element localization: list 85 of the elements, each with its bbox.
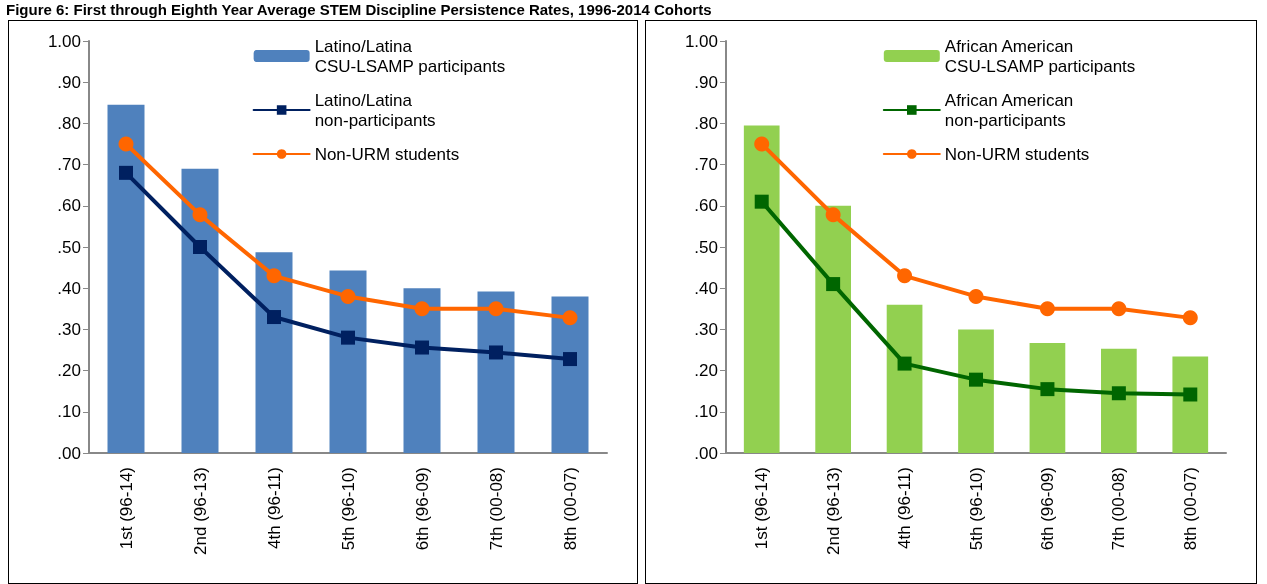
y-tick-label: .70 (57, 155, 81, 175)
y-tick-label: .60 (694, 196, 718, 216)
bar (255, 252, 293, 453)
x-tick-label: 8th (00-07) (1180, 467, 1200, 551)
point (563, 352, 577, 367)
point (193, 240, 207, 254)
x-tick-label: 5th (96-10) (338, 467, 358, 551)
y-tick-label: .10 (57, 402, 81, 422)
x-tick-label: 2nd (96-13) (190, 467, 210, 555)
point (488, 301, 504, 317)
point (1040, 382, 1055, 397)
bar (403, 288, 441, 453)
point (969, 372, 983, 387)
bar (886, 304, 923, 453)
x-tick-label: 6th (96-09) (1037, 467, 1057, 551)
point (118, 136, 134, 152)
bar (1172, 356, 1209, 453)
bar (477, 291, 515, 453)
point (267, 310, 281, 325)
point (192, 207, 208, 223)
point (754, 194, 769, 209)
y-tick-label: .20 (57, 361, 81, 381)
legend-label: Latino/Latina non-participants (314, 90, 436, 130)
point (562, 310, 578, 326)
x-tick-label: 5th (96-10) (966, 467, 986, 551)
legend-label: African American CSU-LSAMP participants (944, 36, 1136, 76)
x-tick-label: 1st (96-14) (752, 467, 772, 550)
x-tick-label: 7th (00-08) (1109, 467, 1129, 551)
y-tick-label: .40 (694, 278, 718, 298)
point (266, 268, 282, 284)
bar (181, 168, 219, 453)
y-tick-label: .30 (694, 319, 718, 339)
bar (551, 296, 589, 453)
point (1183, 387, 1198, 402)
y-tick-label: .80 (694, 113, 718, 133)
point (1111, 386, 1126, 401)
y-tick-label: 1.00 (47, 31, 81, 51)
point (340, 288, 356, 304)
bar (958, 329, 994, 453)
bar (329, 270, 367, 453)
point (341, 330, 355, 345)
bar (743, 125, 780, 453)
bar (815, 205, 851, 453)
point (897, 356, 912, 371)
point (826, 277, 841, 292)
x-tick-label: 1st (96-14) (116, 467, 136, 550)
y-tick-label: .90 (694, 72, 718, 92)
legend-label: African American non-participants (944, 90, 1074, 130)
point (1039, 301, 1055, 317)
point (1111, 301, 1127, 317)
y-tick-label: .50 (57, 237, 81, 257)
y-tick-label: .10 (694, 402, 718, 422)
legend-label: Non-URM students (314, 144, 460, 164)
y-tick-label: .60 (57, 196, 81, 216)
chart-title: Figure 6: First through Eighth Year Average STEM Discipline Persistence Rates, 1996-2014 Cohorts (6, 1, 712, 19)
point (1182, 310, 1198, 326)
x-tick-label: 8th (00-07) (560, 467, 580, 551)
bar (107, 104, 145, 453)
x-tick-label: 7th (00-08) (486, 467, 506, 551)
y-tick-label: .00 (57, 443, 81, 463)
bar (1029, 343, 1066, 453)
point (825, 207, 841, 223)
y-tick-label: .80 (57, 113, 81, 133)
y-tick-label: 1.00 (684, 31, 718, 51)
y-tick-label: .30 (57, 319, 81, 339)
point (754, 136, 770, 152)
legend-label: Latino/Latina CSU-LSAMP participants (314, 36, 506, 76)
x-tick-label: 6th (96-09) (412, 467, 432, 551)
y-tick-label: .00 (694, 443, 718, 463)
point (897, 268, 913, 284)
point (415, 340, 429, 355)
x-tick-label: 4th (96-11) (895, 467, 915, 549)
x-tick-label: 2nd (96-13) (823, 467, 843, 555)
y-tick-label: .70 (694, 155, 718, 175)
y-tick-label: .20 (694, 361, 718, 381)
point (489, 345, 503, 360)
y-tick-label: .40 (57, 278, 81, 298)
x-tick-label: 4th (96-11) (264, 467, 284, 549)
bar (1101, 348, 1137, 453)
legend-label: Non-URM students (944, 144, 1090, 164)
y-tick-label: .90 (57, 72, 81, 92)
point (414, 301, 430, 317)
point (119, 165, 133, 180)
point (968, 288, 984, 304)
y-tick-label: .50 (694, 237, 718, 257)
